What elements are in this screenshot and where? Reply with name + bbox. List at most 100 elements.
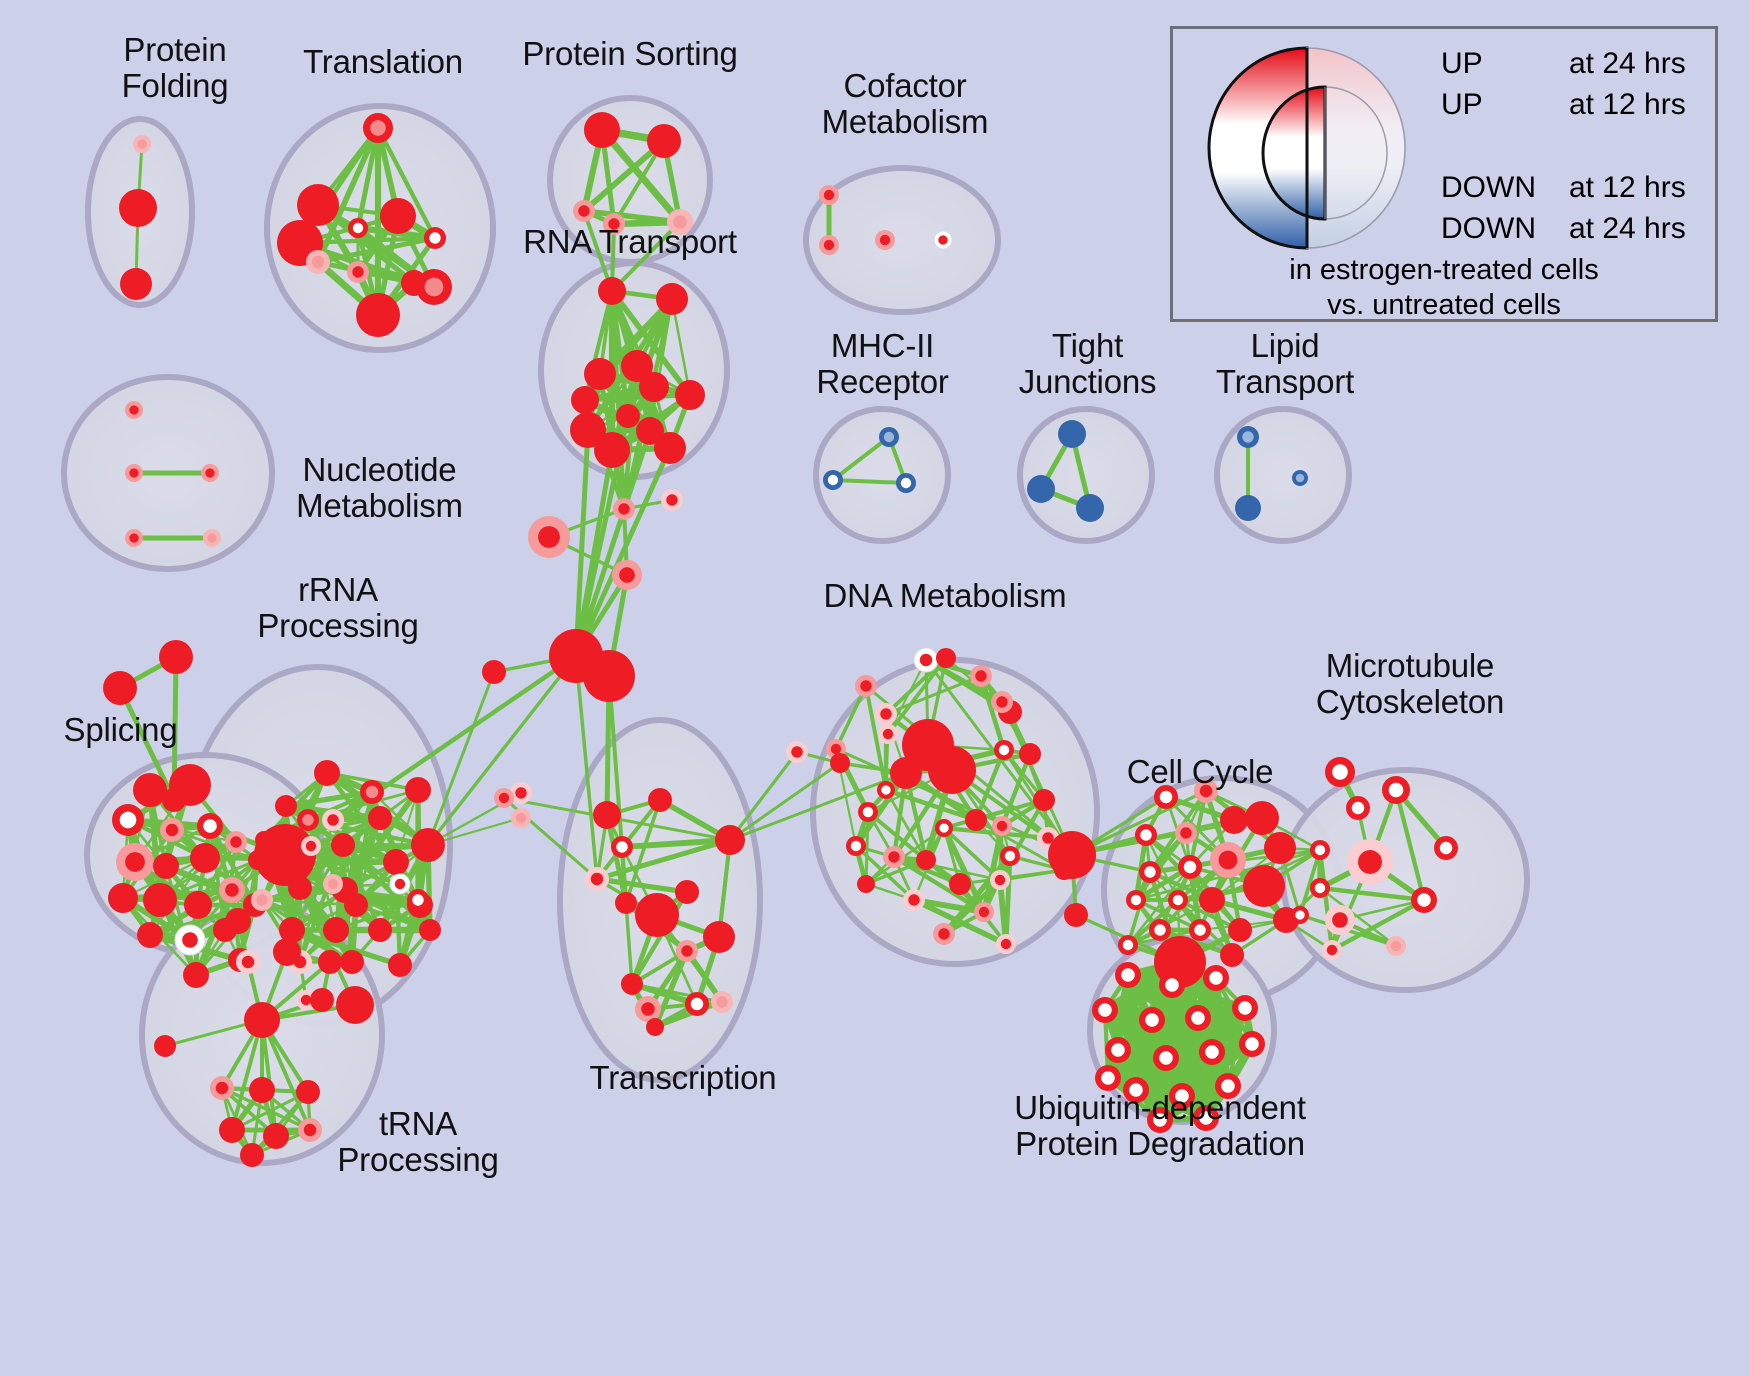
legend-direction-up12: UP <box>1441 88 1483 121</box>
network-edge <box>997 877 1009 947</box>
network-node <box>1159 972 1185 998</box>
legend-direction-up24: UP <box>1441 47 1483 80</box>
network-node <box>296 990 316 1010</box>
network-edge <box>652 999 725 1030</box>
cluster-ellipse-lipid-transport <box>1214 406 1352 544</box>
network-node <box>857 875 875 893</box>
network-edge <box>1329 897 1427 953</box>
network-node <box>1411 887 1437 913</box>
network-node <box>675 380 705 410</box>
legend-time-down24: at 24 hrs <box>1569 212 1686 245</box>
cluster-ellipse-cofactor <box>803 165 1001 315</box>
network-node <box>160 818 184 842</box>
network-node <box>636 417 664 445</box>
network-edge <box>911 897 1009 947</box>
network-edge <box>375 125 438 241</box>
cluster-ellipse-mhc-ii <box>813 406 951 544</box>
network-node <box>407 889 429 911</box>
network-node <box>1139 861 1161 883</box>
network-node <box>635 996 661 1022</box>
network-node <box>1076 494 1104 522</box>
network-edge <box>619 837 733 850</box>
network-node <box>297 809 319 831</box>
network-edge <box>230 1018 264 1132</box>
network-node <box>685 992 709 1016</box>
network-node <box>225 831 247 853</box>
network-node <box>125 464 143 482</box>
network-node <box>1027 475 1055 503</box>
network-node <box>584 112 620 148</box>
network-node <box>621 973 643 995</box>
network-edge <box>728 771 908 842</box>
network-node <box>1386 936 1406 956</box>
network-node <box>1325 905 1355 935</box>
network-node <box>823 470 843 490</box>
network-node <box>1382 776 1410 804</box>
network-node <box>1139 1007 1165 1033</box>
network-node <box>830 753 850 773</box>
cluster-label-microtubule: Microtubule Cytoskeleton <box>1315 647 1505 720</box>
network-node <box>1123 1077 1149 1103</box>
network-edge <box>629 889 690 987</box>
network-edge <box>315 235 438 265</box>
legend-direction-down24: DOWN <box>1441 212 1536 245</box>
network-node <box>715 825 745 855</box>
network-nodes <box>103 112 1458 1167</box>
network-node <box>879 427 899 447</box>
network-node <box>116 843 154 881</box>
cluster-label-cell-cycle: Cell Cycle <box>1126 753 1274 790</box>
network-node <box>858 802 878 822</box>
network-node <box>368 806 392 830</box>
network-node <box>119 189 157 227</box>
network-node <box>297 184 339 226</box>
network-node <box>646 1018 664 1036</box>
network-node <box>254 824 316 886</box>
network-node <box>949 873 971 895</box>
network-node <box>244 1002 280 1038</box>
network-edge <box>884 674 983 716</box>
network-edge <box>831 435 891 482</box>
network-edge <box>610 220 682 293</box>
network-edge <box>1134 898 1202 932</box>
network-node <box>273 938 301 966</box>
network-node <box>970 665 992 687</box>
network-edge <box>117 685 177 803</box>
legend-swatch-icon <box>1207 46 1406 250</box>
network-node <box>323 917 349 943</box>
network-node <box>996 934 1016 954</box>
network-node <box>676 940 698 962</box>
network-node <box>1310 878 1330 898</box>
cluster-label-protein-sorting: Protein Sorting <box>522 35 738 72</box>
network-node <box>120 268 152 300</box>
network-node <box>236 950 260 974</box>
cluster-label-tight-junctions: Tight Junctions <box>1018 327 1157 400</box>
network-node <box>1194 779 1218 803</box>
network-node <box>1168 890 1188 910</box>
network-node <box>133 773 167 807</box>
network-node <box>1095 1065 1121 1091</box>
network-node <box>1033 789 1055 811</box>
network-edge <box>1104 1074 1232 1090</box>
network-edge <box>594 876 690 895</box>
network-edge <box>1126 865 1192 947</box>
network-edge <box>892 855 1002 882</box>
network-node <box>411 828 445 862</box>
legend-row-down24: DOWN at 24 hrs <box>1441 212 1711 253</box>
cluster-ellipse-tight-junctions <box>1017 406 1155 544</box>
network-node <box>1199 1039 1225 1065</box>
network-node <box>667 209 693 235</box>
network-node <box>1000 846 1020 866</box>
network-node <box>388 953 412 977</box>
network-node <box>482 660 506 684</box>
network-edge <box>260 1018 278 1138</box>
network-node <box>368 918 392 942</box>
network-edge <box>1070 789 1208 857</box>
network-edge <box>621 363 640 512</box>
legend-row-up24: UP at 24 hrs <box>1441 47 1711 88</box>
network-edge <box>728 750 799 842</box>
network-node <box>125 401 143 419</box>
network-node <box>137 922 163 948</box>
network-node <box>1185 1005 1211 1031</box>
network-node <box>1118 935 1138 955</box>
